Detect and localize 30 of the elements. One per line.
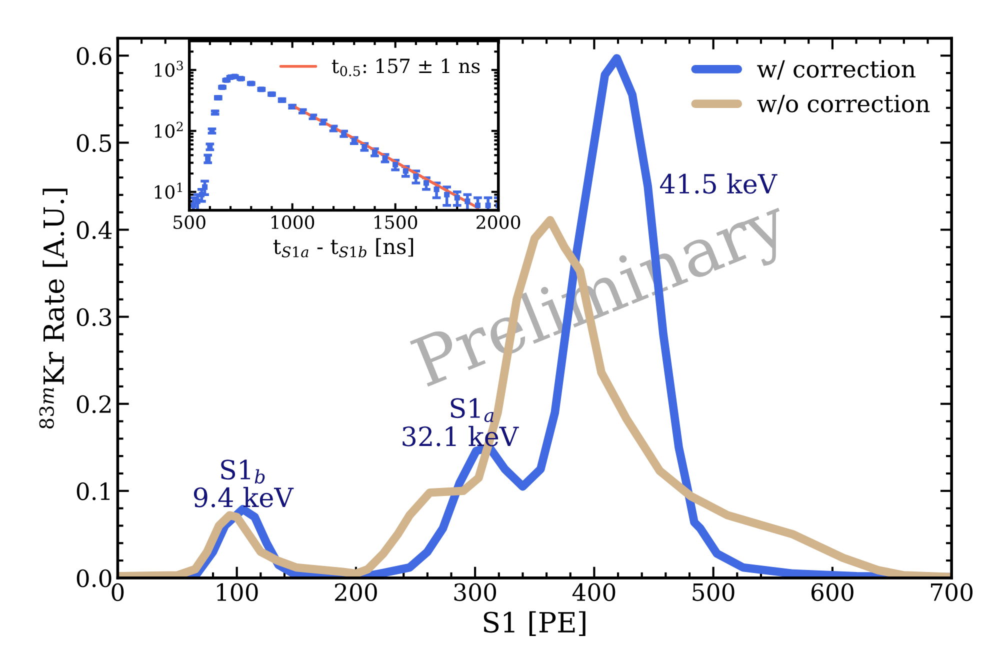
x-tick-label: 600	[811, 583, 854, 602]
legend-label: w/ correction	[757, 60, 916, 80]
legend-label: t$_{0.5}$: 157 ± 1 ns	[332, 58, 480, 76]
y-tick-label: 10$^{1}$	[154, 182, 182, 199]
x-tick-label: 200	[335, 583, 377, 602]
y-tick-label: 0.2	[76, 395, 111, 414]
y-tick-label: 0.0	[76, 569, 112, 588]
y-tick-label: 10$^{2}$	[154, 122, 183, 138]
annotation: S1$_{b}$	[221, 460, 265, 484]
x-tick-label: 0	[112, 583, 124, 602]
y-tick-label: 0.1	[76, 482, 110, 500]
x-tick-label: 1000	[272, 215, 314, 230]
x-tick-label: 100	[217, 583, 258, 602]
annotation: S1$_{a}$	[450, 398, 494, 422]
annotation: 32.1 keV	[402, 426, 519, 446]
legend-label: w/o correction	[757, 94, 930, 114]
x-axis-title: S1 [PE]	[484, 611, 586, 636]
y-tick-label: 0.5	[76, 134, 112, 152]
x-tick-label: 300	[454, 583, 496, 602]
y-axis-title: $^{83m}$Kr Rate [A.U.]	[39, 188, 68, 428]
y-tick-label: 0.6	[76, 47, 112, 65]
annotation: 9.4 keV	[194, 486, 294, 508]
y-tick-label: 10$^{3}$	[154, 60, 183, 77]
x-tick-label: 500	[174, 215, 206, 230]
y-tick-label: 0.3	[76, 308, 112, 326]
x-tick-label: 700	[931, 583, 973, 602]
annotation: 41.5 keV	[660, 173, 778, 194]
x-tick-label: 400	[572, 583, 616, 602]
y-tick-label: 0.4	[76, 221, 112, 240]
x-tick-label: 500	[692, 583, 734, 602]
